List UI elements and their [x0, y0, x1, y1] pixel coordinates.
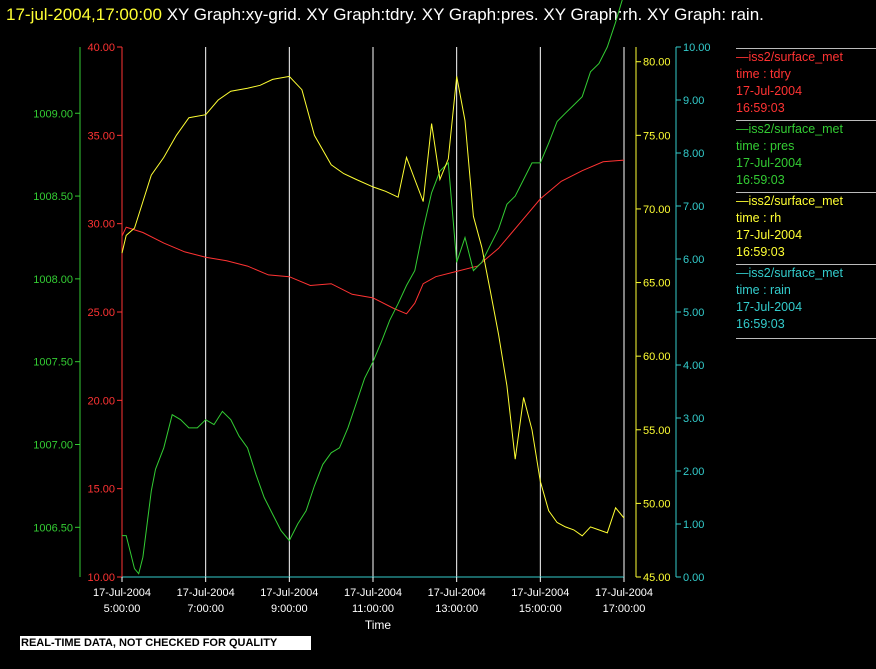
legend-name: —iss2/surface_met	[736, 122, 843, 136]
y-tick-label-rain: 6.00	[683, 254, 704, 266]
legend-divider	[736, 264, 876, 265]
y-tick-label-pres: 1007.50	[33, 357, 73, 369]
x-tick-date: 17-Jul-2004	[428, 587, 486, 599]
y-tick-label-tdry: 20.00	[87, 395, 115, 407]
series-line-tdry	[121, 159, 625, 315]
legend-var: time : rain	[736, 283, 791, 297]
legend-time: 16:59:03	[736, 245, 785, 259]
y-tick-label-tdry: 25.00	[87, 307, 115, 319]
y-tick-label-tdry: 15.00	[87, 484, 115, 496]
y-tick-label-tdry: 30.00	[87, 219, 115, 231]
legend-time: 16:59:03	[736, 101, 785, 115]
x-tick-time: 11:00:00	[352, 603, 394, 615]
legend-end-divider	[736, 338, 876, 339]
legend-date: 17-Jul-2004	[736, 300, 803, 314]
quality-notice: REAL-TIME DATA, NOT CHECKED FOR QUALITY	[20, 636, 311, 650]
timestamp-label: 17-jul-2004,17:00:00	[6, 5, 162, 24]
y-tick-label-pres: 1009.00	[33, 108, 73, 120]
y-tick-label-rain: 0.00	[683, 572, 704, 584]
y-tick-label-tdry: 40.00	[87, 42, 115, 54]
y-tick-label-rain: 4.00	[683, 360, 704, 372]
x-tick-time: 5:00:00	[104, 603, 141, 615]
legend-var: time : tdry	[736, 67, 791, 81]
series-line-pres	[122, 0, 623, 575]
legend-divider	[736, 192, 876, 193]
x-tick-time: 15:00:00	[519, 603, 562, 615]
legend-date: 17-Jul-2004	[736, 156, 803, 170]
series-line-rh	[121, 75, 625, 537]
y-tick-label-rh: 50.00	[643, 498, 671, 510]
y-tick-label-rain: 10.00	[683, 42, 711, 54]
x-tick-time: 7:00:00	[187, 603, 224, 615]
x-axis-ticks: 17-Jul-2004 5:00:00 17-Jul-2004 7:00:00 17-J…	[93, 577, 653, 615]
x-tick-date: 17-Jul-2004	[177, 587, 235, 599]
x-tick-time: 9:00:00	[271, 603, 308, 615]
y-tick-label-rain: 7.00	[683, 201, 704, 213]
y-tick-label-rain: 8.00	[683, 148, 704, 160]
graph-list-label: XY Graph:xy-grid. XY Graph:tdry. XY Grap…	[161, 5, 764, 24]
legend-date: 17-Jul-2004	[736, 228, 803, 242]
legend-date: 17-Jul-2004	[736, 84, 803, 98]
y-tick-label-rain: 1.00	[683, 519, 704, 531]
y-tick-label-rain: 9.00	[683, 95, 704, 107]
legend-var: time : rh	[736, 211, 782, 225]
x-tick-date: 17-Jul-2004	[260, 587, 318, 599]
x-tick-date: 17-Jul-2004	[93, 587, 151, 599]
y-tick-label-rh: 55.00	[643, 425, 671, 437]
y-tick-label-tdry: 10.00	[87, 572, 115, 584]
y-tick-label-pres: 1008.00	[33, 274, 73, 286]
y-tick-label-rh: 65.00	[643, 278, 671, 290]
y-tick-label-tdry: 35.00	[87, 130, 115, 142]
legend-name: —iss2/surface_met	[736, 50, 843, 64]
grid-lines	[121, 47, 625, 577]
legend-time: 16:59:03	[736, 173, 785, 187]
legend-divider	[736, 338, 876, 339]
legend-divider	[736, 48, 876, 49]
y-tick-label-rh: 60.00	[643, 351, 671, 363]
x-tick-date: 17-Jul-2004	[344, 587, 402, 599]
legend-divider	[736, 120, 876, 121]
y-tick-label-pres: 1006.50	[33, 522, 73, 534]
x-tick-time: 17:00:00	[603, 603, 646, 615]
y-tick-label-rh: 80.00	[643, 57, 671, 69]
y-tick-label-pres: 1007.00	[33, 440, 73, 452]
y-tick-label-rh: 75.00	[643, 130, 671, 142]
x-tick-date: 17-Jul-2004	[511, 587, 569, 599]
y-tick-label-pres: 1008.50	[33, 191, 73, 203]
y-tick-label-rain: 3.00	[683, 413, 704, 425]
legend-name: —iss2/surface_met	[736, 266, 843, 280]
y-tick-label-rain: 2.00	[683, 466, 704, 478]
x-tick-time: 13:00:00	[435, 603, 478, 615]
x-axis-label: Time	[365, 618, 392, 632]
axes: 10.00 15.00 20.00 25.00 30.00 35.00 40.00 1006.…	[33, 42, 710, 584]
x-tick-date: 17-Jul-2004	[595, 587, 653, 599]
y-tick-label-rh: 70.00	[643, 204, 671, 216]
legend-name: —iss2/surface_met	[736, 194, 843, 208]
legend-time: 16:59:03	[736, 317, 785, 331]
y-tick-label-rh: 45.00	[643, 572, 671, 584]
y-tick-label-rain: 5.00	[683, 307, 704, 319]
chart-title: 17-jul-2004,17:00:00 XY Graph:xy-grid. X…	[6, 2, 866, 28]
legend-var: time : pres	[736, 139, 795, 153]
